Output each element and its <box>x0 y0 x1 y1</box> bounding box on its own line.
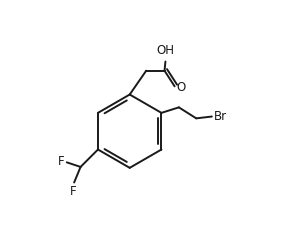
Text: F: F <box>70 185 77 198</box>
Text: OH: OH <box>157 44 174 57</box>
Text: F: F <box>58 155 65 168</box>
Text: O: O <box>177 81 186 94</box>
Text: Br: Br <box>214 110 227 123</box>
